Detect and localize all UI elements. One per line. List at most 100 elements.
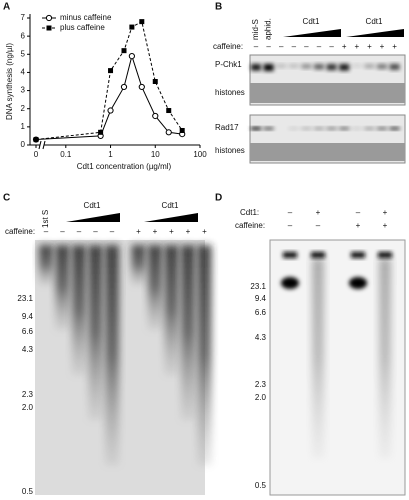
y-axis-title: DNA synthesis (ng/µl) bbox=[5, 43, 14, 120]
panel-letter: B bbox=[215, 2, 222, 13]
histone-band bbox=[250, 83, 405, 103]
lane-smear bbox=[379, 258, 391, 458]
gradient-triangle bbox=[283, 29, 341, 37]
band bbox=[351, 127, 362, 130]
group-label: Cdt1 bbox=[366, 17, 383, 26]
band bbox=[263, 127, 274, 130]
marker bbox=[129, 24, 135, 30]
legend-marker bbox=[46, 25, 52, 31]
size-marker: 2.0 bbox=[22, 403, 34, 412]
sign: + bbox=[153, 227, 158, 236]
histone-band bbox=[250, 143, 405, 161]
axis-break bbox=[42, 140, 46, 150]
marker bbox=[139, 19, 145, 25]
band bbox=[377, 127, 387, 130]
legend-label: minus caffeine bbox=[60, 13, 112, 22]
y-tick-label: 3 bbox=[21, 86, 26, 95]
x-tick-label: 0 bbox=[34, 150, 39, 159]
row-label: caffeine: bbox=[213, 42, 243, 51]
marker bbox=[179, 127, 185, 133]
sign: – bbox=[110, 227, 115, 236]
lane-label: aphid. bbox=[264, 18, 273, 40]
band bbox=[301, 127, 312, 130]
legend-marker bbox=[45, 14, 53, 22]
sign: – bbox=[317, 42, 322, 51]
band bbox=[314, 127, 324, 130]
marker bbox=[138, 83, 145, 91]
size-marker: 6.6 bbox=[22, 327, 34, 336]
marker bbox=[108, 68, 114, 74]
row-label: caffeine: bbox=[235, 221, 265, 230]
sign: + bbox=[136, 227, 141, 236]
sign: + bbox=[354, 42, 359, 51]
y-tick-label: 1 bbox=[21, 122, 26, 131]
panel-letter: A bbox=[3, 2, 10, 13]
group-label: Cdt1 bbox=[162, 201, 179, 210]
size-marker: 0.5 bbox=[255, 481, 267, 490]
size-marker: 2.0 bbox=[255, 393, 267, 402]
lane-label: 1st S bbox=[41, 210, 50, 228]
size-marker: 6.6 bbox=[255, 308, 267, 317]
band bbox=[364, 127, 375, 130]
y-tick-label: 0 bbox=[21, 140, 26, 149]
panel-letter: D bbox=[215, 193, 222, 204]
lane-smear bbox=[105, 245, 119, 465]
lane-smear bbox=[131, 245, 146, 285]
marker bbox=[120, 83, 128, 91]
gradient-triangle bbox=[66, 213, 120, 222]
sign: + bbox=[356, 221, 361, 230]
marker bbox=[33, 137, 39, 143]
band bbox=[288, 127, 299, 130]
y-tick-label: 2 bbox=[21, 104, 26, 113]
x-tick-label: 1 bbox=[108, 150, 113, 159]
row-label: Rad17 bbox=[215, 123, 239, 132]
lane-smear bbox=[148, 245, 162, 330]
panel-letter: C bbox=[3, 193, 10, 204]
sign: + bbox=[380, 42, 385, 51]
y-tick-label: 5 bbox=[21, 49, 26, 58]
sign: + bbox=[202, 227, 207, 236]
sign: – bbox=[288, 208, 293, 217]
well-band bbox=[283, 252, 297, 258]
sign: + bbox=[316, 208, 321, 217]
band bbox=[349, 277, 367, 289]
band bbox=[276, 64, 287, 68]
sign: – bbox=[93, 227, 98, 236]
sign: + bbox=[169, 227, 174, 236]
size-marker: 2.3 bbox=[22, 390, 34, 399]
sign: – bbox=[44, 227, 49, 236]
legend-label: plus caffeine bbox=[60, 23, 105, 32]
size-marker: 9.4 bbox=[22, 312, 34, 321]
sign: – bbox=[266, 42, 271, 51]
size-marker: 9.4 bbox=[255, 294, 267, 303]
marker bbox=[107, 107, 114, 114]
band bbox=[326, 127, 337, 130]
lane-smear bbox=[55, 245, 70, 330]
size-marker: 2.3 bbox=[255, 380, 267, 389]
lane-smear bbox=[39, 245, 53, 285]
row-label: Cdt1: bbox=[240, 208, 259, 217]
row-label: P-Chk1 bbox=[215, 60, 242, 69]
band bbox=[339, 127, 350, 130]
gradient-triangle bbox=[346, 29, 404, 37]
marker bbox=[98, 129, 104, 135]
sign: – bbox=[329, 42, 334, 51]
band bbox=[301, 64, 312, 69]
sign: + bbox=[367, 42, 372, 51]
lane-smear bbox=[181, 245, 195, 420]
y-tick-label: 6 bbox=[21, 31, 26, 40]
sign: + bbox=[392, 42, 397, 51]
sign: – bbox=[356, 208, 361, 217]
x-axis-title: Cdt1 concentration (µg/ml) bbox=[77, 162, 172, 171]
band bbox=[251, 64, 261, 71]
axis-break bbox=[38, 140, 42, 150]
band bbox=[263, 64, 274, 71]
band bbox=[281, 277, 299, 289]
row-label: histones bbox=[215, 146, 245, 155]
lane-smear bbox=[88, 245, 103, 420]
marker bbox=[165, 129, 172, 136]
sign: + bbox=[383, 221, 388, 230]
lane-smear bbox=[164, 245, 179, 375]
well-band bbox=[378, 252, 392, 258]
band bbox=[251, 127, 261, 130]
